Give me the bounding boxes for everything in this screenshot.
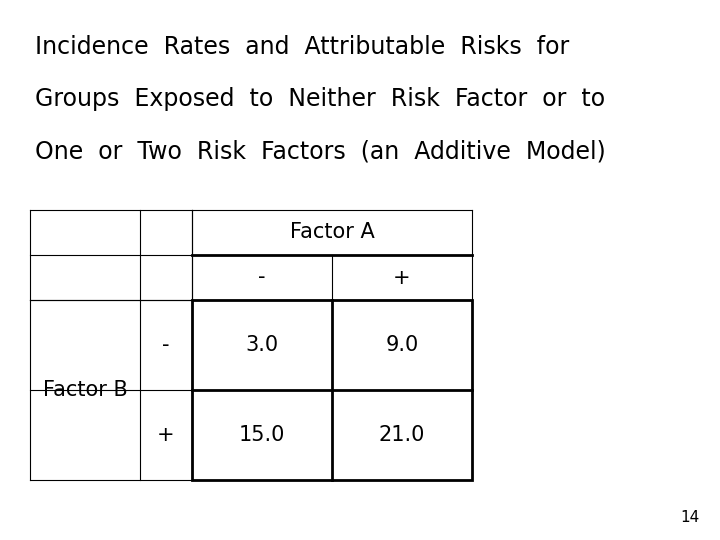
Text: +: + xyxy=(157,425,175,445)
Text: -: - xyxy=(162,335,170,355)
Bar xyxy=(192,300,472,480)
Text: 21.0: 21.0 xyxy=(379,425,426,445)
Text: -: - xyxy=(258,267,266,287)
Text: Groups  Exposed  to  Neither  Risk  Factor  or  to: Groups Exposed to Neither Risk Factor or… xyxy=(35,87,605,111)
Text: Factor B: Factor B xyxy=(42,380,127,400)
Text: 15.0: 15.0 xyxy=(239,425,285,445)
Text: Incidence  Rates  and  Attributable  Risks  for: Incidence Rates and Attributable Risks f… xyxy=(35,35,570,59)
Text: +: + xyxy=(393,267,411,287)
Text: One  or  Two  Risk  Factors  (an  Additive  Model): One or Two Risk Factors (an Additive Mod… xyxy=(35,139,606,163)
Text: Factor A: Factor A xyxy=(289,222,374,242)
Text: 9.0: 9.0 xyxy=(385,335,418,355)
Text: 14: 14 xyxy=(680,510,700,525)
Text: 3.0: 3.0 xyxy=(246,335,279,355)
